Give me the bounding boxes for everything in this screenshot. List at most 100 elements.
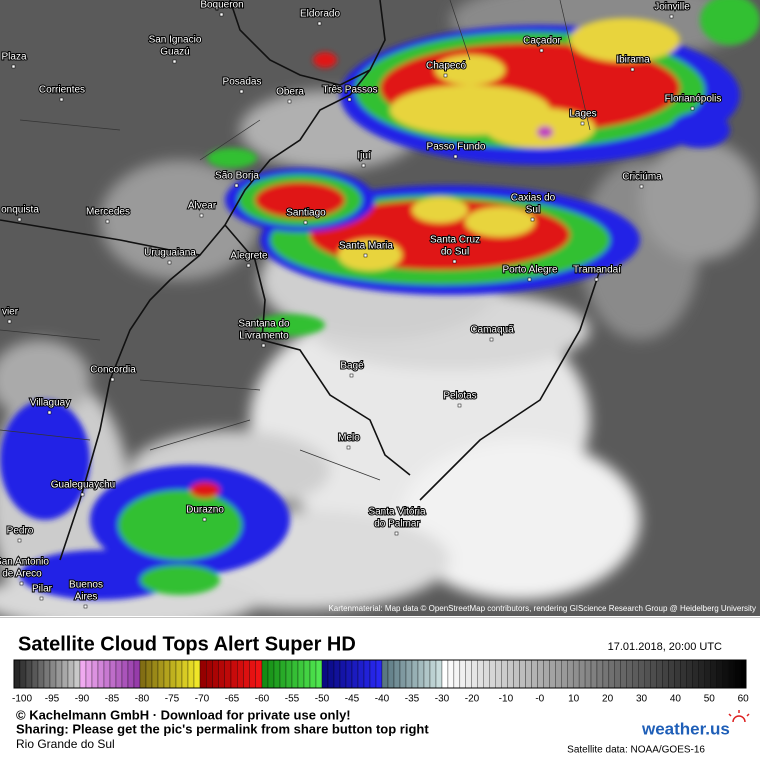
- city-marker: [527, 277, 532, 282]
- scale-cell: [507, 659, 514, 689]
- scale-cell: [351, 659, 359, 689]
- scale-cell: [237, 659, 244, 689]
- city-label: Tramandaí: [573, 265, 621, 276]
- city-label: Lages: [569, 109, 596, 120]
- copyright: © Kachelmann GmbH · Download for private…: [16, 707, 351, 722]
- storm-cell: [255, 314, 325, 336]
- cloud: [100, 160, 260, 280]
- legend-panel: Satellite Cloud Tops Alert Super HD 17.0…: [0, 617, 760, 756]
- scale-cell: [405, 659, 413, 689]
- scale-cell: [267, 659, 275, 689]
- scale-cell: [169, 659, 177, 689]
- timestamp: 17.01.2018, 20:00 UTC: [608, 641, 722, 653]
- scale-cell: [309, 659, 317, 689]
- city-label: Obera: [276, 87, 304, 98]
- city-label: Ibirama: [616, 55, 650, 66]
- scale-cell: [387, 659, 395, 689]
- scale-label: 30: [636, 694, 648, 705]
- city-marker: [105, 219, 110, 224]
- scale-cell: [555, 659, 562, 689]
- scale-cell: [297, 659, 305, 689]
- scale-cell: [212, 659, 219, 689]
- scale-cell: [692, 659, 699, 689]
- scale-cell: [321, 659, 329, 689]
- city-marker: [489, 337, 494, 342]
- scale-cell: [133, 659, 141, 689]
- scale-label: -45: [345, 694, 360, 705]
- scale-cell: [375, 659, 383, 689]
- scale-cell: [417, 659, 425, 689]
- scale-cell: [411, 659, 419, 689]
- scale-cell: [435, 659, 443, 689]
- scale-cell: [716, 659, 723, 689]
- scale-cell: [489, 659, 496, 689]
- scale-cell: [393, 659, 401, 689]
- scale-label: -30: [435, 694, 450, 705]
- storm-layer: [0, 0, 760, 600]
- scale-cell: [477, 659, 484, 689]
- scale-cell: [79, 659, 87, 689]
- scale-cell: [369, 659, 377, 689]
- scale-label: -100: [12, 694, 32, 705]
- scale-cell: [363, 659, 371, 689]
- city-label: Melo: [338, 433, 360, 444]
- scale-cell: [453, 659, 461, 689]
- city-label: Florianópolis: [665, 94, 722, 105]
- storm-cell: [20, 550, 180, 600]
- city-label: Corrientes: [39, 85, 85, 96]
- city-label: Alvear: [188, 201, 217, 212]
- storm-cell: [0, 400, 90, 520]
- scale-cell: [459, 659, 466, 689]
- city-label: Aires: [75, 592, 98, 603]
- city-marker: [453, 154, 458, 159]
- scale-cell: [255, 659, 263, 689]
- scale-cell: [537, 659, 544, 689]
- city-label: onquista: [1, 205, 39, 216]
- city-marker: [246, 263, 251, 268]
- city-label: Criciúma: [622, 172, 662, 183]
- scale-cell: [121, 659, 129, 689]
- city-label: Concordia: [90, 365, 136, 376]
- scale-cell: [218, 659, 225, 689]
- city-marker: [234, 183, 239, 188]
- scale-label: 40: [670, 694, 682, 705]
- city-marker: [83, 604, 88, 609]
- scale-cell: [85, 659, 93, 689]
- storm-cell: [255, 182, 345, 218]
- city-marker: [287, 99, 292, 104]
- scale-cell: [151, 659, 159, 689]
- scale-cell: [55, 659, 63, 689]
- city-label: Santa Maria: [339, 241, 393, 252]
- scale-cell: [531, 659, 538, 689]
- city-label: Alegrete: [230, 251, 268, 262]
- admin-lines: [0, 0, 591, 481]
- scale-label: -35: [405, 694, 420, 705]
- scale-cell: [243, 659, 250, 689]
- city-marker: [303, 220, 308, 225]
- scale-cell: [285, 659, 293, 689]
- scale-label: -50: [315, 694, 330, 705]
- scale-cell: [590, 659, 598, 689]
- city-label: do Palmar: [374, 519, 420, 530]
- scale-label: -85: [105, 694, 120, 705]
- city-label: Gualeguaychu: [51, 480, 116, 491]
- scale-cell: [37, 659, 45, 689]
- city-marker: [11, 64, 16, 69]
- cloud: [400, 440, 640, 600]
- city-marker: [361, 163, 366, 168]
- city-marker: [59, 97, 64, 102]
- scale-cell: [584, 659, 592, 689]
- scale-cell: [249, 659, 256, 689]
- scale-cell: [429, 659, 437, 689]
- scale-cell: [686, 659, 693, 689]
- scale-label: -95: [45, 694, 60, 705]
- storm-cell: [670, 112, 730, 148]
- city-label: Villaguay: [30, 398, 70, 409]
- satellite-map: Boqueron Eldorado Joinville San IgnacioGuaz…: [0, 0, 760, 616]
- scale-cell: [339, 659, 347, 689]
- scale-cell: [139, 659, 147, 689]
- scale-cell: [115, 659, 123, 689]
- scale-label: -60: [255, 694, 270, 705]
- scale-cell: [13, 659, 21, 689]
- city-marker: [630, 67, 635, 72]
